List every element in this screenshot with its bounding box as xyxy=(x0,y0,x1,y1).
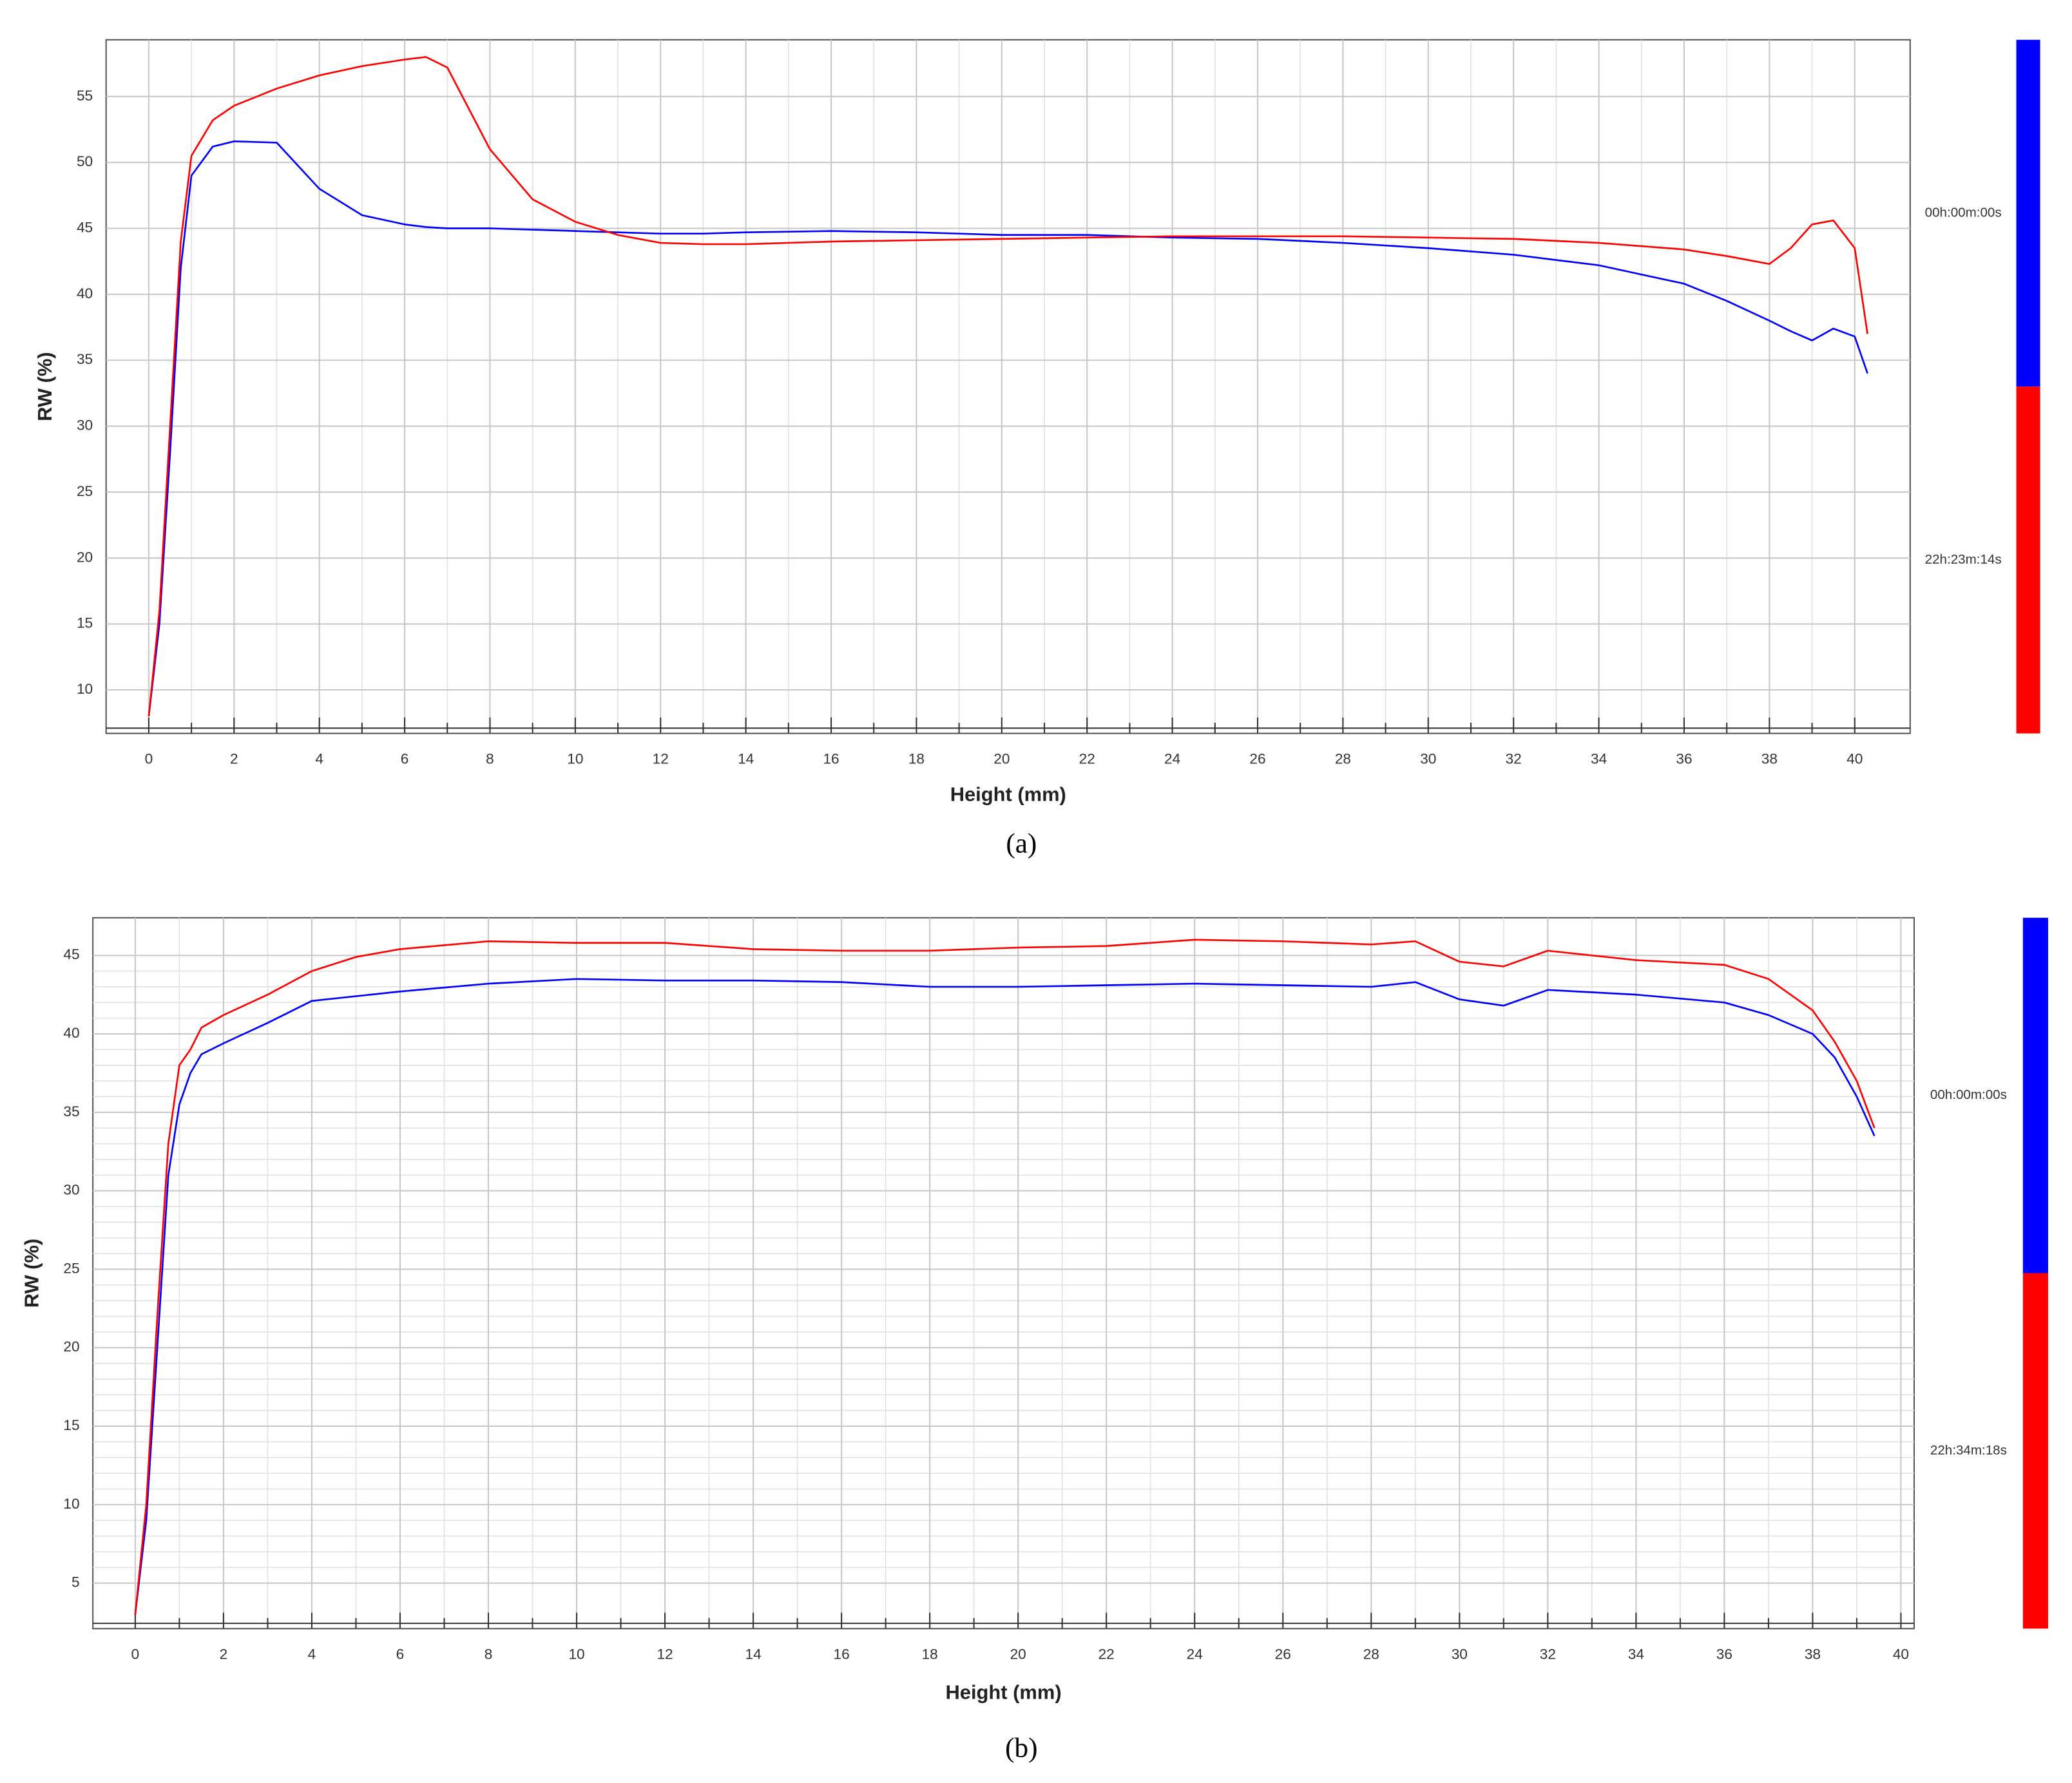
x-tick-label: 14 xyxy=(738,751,754,767)
y-axis-label: RW (%) xyxy=(21,1239,43,1308)
x-tick-label: 2 xyxy=(230,751,238,767)
y-tick-label: 40 xyxy=(63,1025,79,1041)
x-tick-label: 16 xyxy=(823,751,839,767)
plot-area xyxy=(105,39,1911,734)
y-tick-label: 35 xyxy=(63,1103,79,1120)
x-tick-label: 22 xyxy=(1079,751,1095,767)
x-tick-label: 10 xyxy=(568,1646,584,1662)
y-tick-label: 35 xyxy=(77,351,93,367)
y-tick-label: 25 xyxy=(77,483,93,499)
y-tick-label: 15 xyxy=(77,615,93,631)
y-tick-label: 40 xyxy=(77,285,93,301)
x-tick-label: 24 xyxy=(1187,1646,1203,1662)
legend-swatch xyxy=(2016,386,2040,734)
x-tick-label: 24 xyxy=(1164,751,1180,767)
x-tick-label: 10 xyxy=(567,751,583,767)
x-tick-label: 6 xyxy=(396,1646,405,1662)
legend-label: 22h:34m:18s xyxy=(1930,1443,2007,1458)
y-tick-label: 50 xyxy=(77,153,93,169)
x-tick-label: 26 xyxy=(1275,1646,1291,1662)
x-tick-label: 4 xyxy=(308,1646,316,1662)
caption: (b) xyxy=(1005,1733,1037,1764)
x-tick-label: 40 xyxy=(1847,751,1863,767)
y-tick-label: 20 xyxy=(77,549,93,565)
x-tick-label: 22 xyxy=(1098,1646,1115,1662)
y-tick-label: 55 xyxy=(77,88,93,104)
x-tick-label: 6 xyxy=(401,751,409,767)
x-tick-label: 26 xyxy=(1249,751,1265,767)
y-tick-label: 30 xyxy=(77,417,93,434)
x-tick-label: 20 xyxy=(993,751,1010,767)
x-axis-label: Height (mm) xyxy=(950,783,1066,806)
y-tick-label: 10 xyxy=(63,1496,79,1512)
x-tick-label: 0 xyxy=(145,751,153,767)
x-tick-label: 30 xyxy=(1452,1646,1468,1662)
y-tick-label: 15 xyxy=(63,1417,79,1433)
caption: (a) xyxy=(1006,828,1037,859)
x-tick-label: 32 xyxy=(1540,1646,1556,1662)
x-tick-label: 16 xyxy=(834,1646,850,1662)
y-axis-label: RW (%) xyxy=(34,352,56,421)
x-tick-label: 34 xyxy=(1628,1646,1644,1662)
x-tick-label: 8 xyxy=(484,1646,493,1662)
x-tick-label: 14 xyxy=(745,1646,761,1662)
x-tick-label: 30 xyxy=(1420,751,1436,767)
x-tick-label: 34 xyxy=(1591,751,1607,767)
y-tick-label: 25 xyxy=(63,1260,79,1276)
x-tick-label: 20 xyxy=(1010,1646,1026,1662)
x-axis-label: Height (mm) xyxy=(946,1681,1062,1703)
data-line xyxy=(134,978,1875,1615)
x-tick-label: 28 xyxy=(1363,1646,1379,1662)
x-tick-label: 0 xyxy=(131,1646,140,1662)
legend-label: 00h:00m:00s xyxy=(1930,1087,2007,1102)
x-tick-label: 4 xyxy=(315,751,323,767)
legend-label: 00h:00m:00s xyxy=(1925,205,2002,220)
x-tick-label: 36 xyxy=(1716,1646,1732,1662)
x-tick-label: 12 xyxy=(657,1646,673,1662)
legend-swatch xyxy=(2016,39,2040,387)
data-line xyxy=(134,939,1875,1615)
y-tick-label: 45 xyxy=(77,220,93,236)
x-tick-label: 18 xyxy=(922,1646,938,1662)
legend-swatch xyxy=(2022,917,2048,1273)
x-tick-label: 12 xyxy=(653,751,669,767)
y-tick-label: 20 xyxy=(63,1339,79,1355)
x-tick-label: 32 xyxy=(1506,751,1522,767)
y-tick-label: 5 xyxy=(72,1574,80,1590)
data-line xyxy=(148,140,1868,717)
plot-area xyxy=(92,917,1915,1630)
y-tick-label: 10 xyxy=(77,681,93,697)
y-tick-label: 45 xyxy=(63,946,79,962)
x-tick-label: 18 xyxy=(908,751,925,767)
x-tick-label: 28 xyxy=(1335,751,1351,767)
x-tick-label: 2 xyxy=(220,1646,228,1662)
x-tick-label: 38 xyxy=(1805,1646,1821,1662)
data-line xyxy=(148,56,1868,717)
x-tick-label: 40 xyxy=(1893,1646,1909,1662)
y-tick-label: 30 xyxy=(63,1182,79,1198)
x-tick-label: 36 xyxy=(1676,751,1692,767)
x-tick-label: 38 xyxy=(1761,751,1778,767)
x-tick-label: 8 xyxy=(486,751,494,767)
legend-swatch xyxy=(2022,1273,2048,1629)
legend-label: 22h:23m:14s xyxy=(1925,552,2002,567)
